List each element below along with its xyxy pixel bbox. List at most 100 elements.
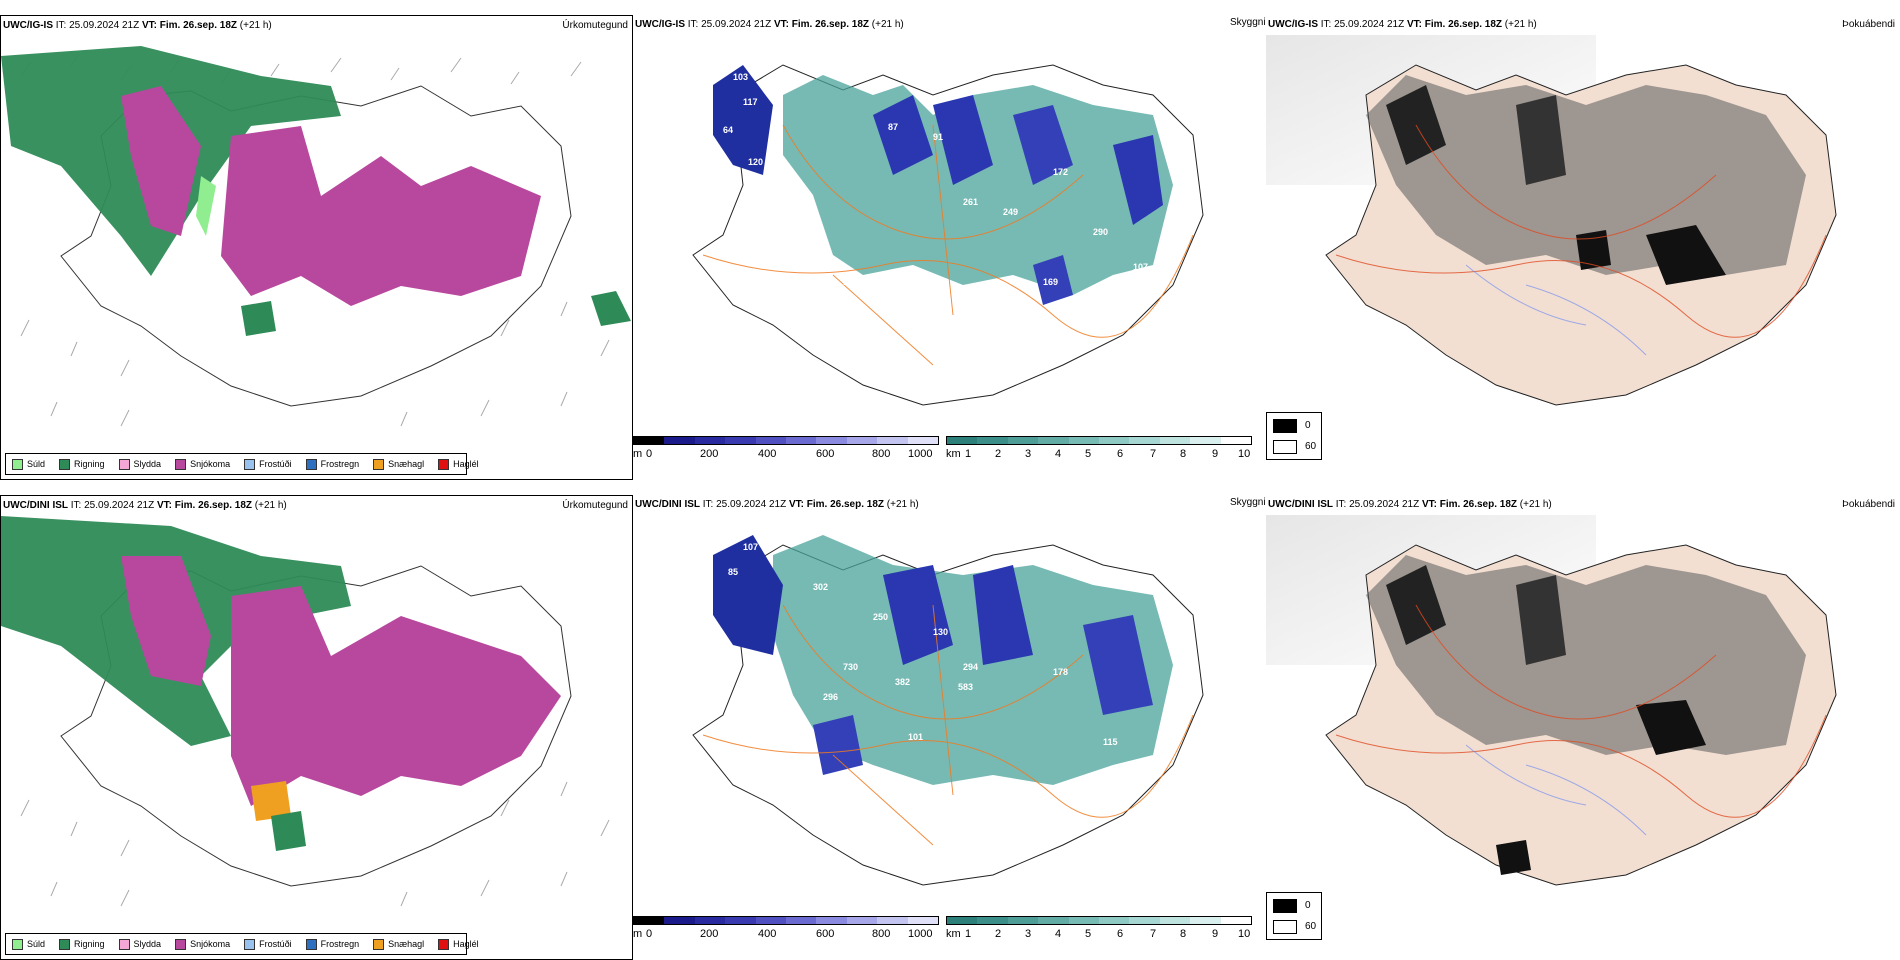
vis-value-label: 115 bbox=[1103, 737, 1118, 747]
tick-label: 0 bbox=[646, 928, 653, 940]
fog-legend-max: 60 bbox=[1305, 441, 1317, 452]
vis-value-label: 290 bbox=[1093, 227, 1108, 237]
legend-item: Snjókoma bbox=[175, 458, 230, 470]
legend-item: Frostúði bbox=[244, 938, 292, 950]
precip-type-panel-top: UWC/IG-IS IT: 25.09.2024 21Z VT: Fim. 26… bbox=[0, 15, 633, 480]
vis-value-label: 296 bbox=[823, 692, 838, 702]
panel-header: UWC/DINI ISL IT: 25.09.2024 21Z VT: Fim.… bbox=[635, 499, 919, 510]
vis-value-label: 117 bbox=[743, 97, 758, 107]
panel-header: UWC/IG-IS IT: 25.09.2024 21Z VT: Fim. 26… bbox=[1268, 19, 1537, 30]
panel-type-label: Skyggni bbox=[1230, 497, 1266, 508]
fog-legend: 0 60 bbox=[1266, 412, 1322, 460]
vis-value-label: 91 bbox=[933, 132, 943, 142]
vis-value-label: 107 bbox=[1133, 262, 1148, 272]
panel-type-label: Þokuábendi bbox=[1842, 499, 1895, 510]
visibility-map: 103 117 64 120 87 91 261 249 172 290 107… bbox=[692, 64, 1204, 406]
vis-value-label: 87 bbox=[888, 122, 898, 132]
legend-item: Frostregn bbox=[305, 458, 359, 470]
tick-label: 3 bbox=[1025, 448, 1032, 460]
vis-scale-m-unit: m bbox=[633, 448, 643, 460]
tick-label: 800 bbox=[872, 448, 891, 460]
visibility-map: 107 85 302 250 130 294 583 382 730 296 1… bbox=[692, 535, 1204, 886]
tick-label: 8 bbox=[1180, 928, 1187, 940]
precip-map bbox=[1, 516, 610, 907]
panel-type-label: Úrkomutegund bbox=[562, 20, 628, 31]
vis-value-label: 178 bbox=[1053, 667, 1068, 677]
vis-scale-km-bar bbox=[946, 916, 1252, 925]
panel-header: UWC/IG-IS IT: 25.09.2024 21Z VT: Fim. 26… bbox=[3, 20, 272, 31]
tick-label: 400 bbox=[758, 448, 777, 460]
vis-value-label: 302 bbox=[813, 582, 828, 592]
tick-label: 6 bbox=[1117, 448, 1124, 460]
tick-label: 4 bbox=[1055, 928, 1062, 940]
tick-label: 7 bbox=[1150, 928, 1157, 940]
vis-value-label: 730 bbox=[843, 662, 858, 672]
tick-label: 0 bbox=[646, 448, 653, 460]
tick-label: 600 bbox=[816, 448, 835, 460]
legend-item: Haglél bbox=[438, 458, 479, 470]
tick-label: 7 bbox=[1150, 448, 1157, 460]
vis-value-label: 583 bbox=[958, 682, 973, 692]
tick-label: 5 bbox=[1085, 448, 1092, 460]
fog-legend-min: 0 bbox=[1305, 900, 1311, 911]
legend-item: Rigning bbox=[59, 938, 105, 950]
tick-label: 4 bbox=[1055, 448, 1062, 460]
fog-legend: 0 60 bbox=[1266, 892, 1322, 940]
vis-value-label: 95 bbox=[848, 827, 858, 837]
tick-label: 10 bbox=[1238, 928, 1251, 940]
tick-label: 600 bbox=[816, 928, 835, 940]
fog-map bbox=[1266, 515, 1837, 886]
fog-map bbox=[1266, 35, 1837, 406]
precip-legend: Súld Rigning Slydda Snjókoma Frostúði Fr… bbox=[5, 453, 479, 475]
vis-value-label: 249 bbox=[1003, 207, 1018, 217]
fog-legend-min: 0 bbox=[1305, 420, 1311, 431]
tick-label: 1000 bbox=[908, 448, 933, 460]
tick-label: 2 bbox=[995, 928, 1002, 940]
vis-scale-km-unit: km bbox=[946, 928, 961, 940]
precip-type-panel-bottom: UWC/DINI ISL IT: 25.09.2024 21Z VT: Fim.… bbox=[0, 495, 633, 960]
legend-item: Súld bbox=[12, 938, 45, 950]
precip-legend: Súld Rigning Slydda Snjókoma Frostúði Fr… bbox=[5, 933, 479, 955]
legend-item: Snjókoma bbox=[175, 938, 230, 950]
panel-header: UWC/DINI ISL IT: 25.09.2024 21Z VT: Fim.… bbox=[3, 500, 287, 511]
vis-value-label: 64 bbox=[723, 125, 733, 135]
vis-value-label: 85 bbox=[728, 567, 738, 577]
vis-value-label: 103 bbox=[733, 72, 748, 82]
vis-value-label: 129 bbox=[843, 277, 858, 287]
legend-item: Snæhagl bbox=[373, 938, 424, 950]
vis-value-label: 130 bbox=[933, 627, 948, 637]
vis-scale-m-bar bbox=[633, 436, 939, 445]
tick-label: 3 bbox=[1025, 928, 1032, 940]
vis-value-label: 382 bbox=[895, 677, 910, 687]
vis-value-label: 120 bbox=[748, 157, 763, 167]
legend-item: Súld bbox=[12, 458, 45, 470]
fog-panel-top: UWC/IG-IS IT: 25.09.2024 21Z VT: Fim. 26… bbox=[1266, 15, 1899, 480]
panel-type-label: Þokuábendi bbox=[1842, 19, 1895, 30]
vis-value-label: 169 bbox=[1043, 277, 1058, 287]
tick-label: 9 bbox=[1212, 448, 1219, 460]
vis-value-label: 172 bbox=[1053, 167, 1068, 177]
precip-map bbox=[1, 46, 631, 427]
panel-header: UWC/IG-IS IT: 25.09.2024 21Z VT: Fim. 26… bbox=[635, 19, 904, 30]
vis-scale-m-unit: m bbox=[633, 928, 643, 940]
vis-scale-km-bar bbox=[946, 436, 1252, 445]
vis-value-label: 250 bbox=[873, 612, 888, 622]
tick-label: 8 bbox=[1180, 448, 1187, 460]
vis-value-label: 107 bbox=[743, 542, 758, 552]
vis-value-label: 129 bbox=[808, 242, 823, 252]
fog-legend-max: 60 bbox=[1305, 921, 1317, 932]
tick-label: 2 bbox=[995, 448, 1002, 460]
vis-value-label: 101 bbox=[908, 732, 923, 742]
vis-scale-m-bar bbox=[633, 916, 939, 925]
visibility-panel-top: UWC/IG-IS IT: 25.09.2024 21Z VT: Fim. 26… bbox=[633, 15, 1266, 480]
tick-label: 200 bbox=[700, 448, 719, 460]
tick-label: 400 bbox=[758, 928, 777, 940]
legend-item: Frostúði bbox=[244, 458, 292, 470]
legend-item: Slydda bbox=[118, 938, 161, 950]
legend-item: Rigning bbox=[59, 458, 105, 470]
tick-label: 1 bbox=[965, 928, 972, 940]
legend-item: Frostregn bbox=[305, 938, 359, 950]
tick-label: 6 bbox=[1117, 928, 1124, 940]
visibility-panel-bottom: UWC/DINI ISL IT: 25.09.2024 21Z VT: Fim.… bbox=[633, 495, 1266, 960]
tick-label: 5 bbox=[1085, 928, 1092, 940]
